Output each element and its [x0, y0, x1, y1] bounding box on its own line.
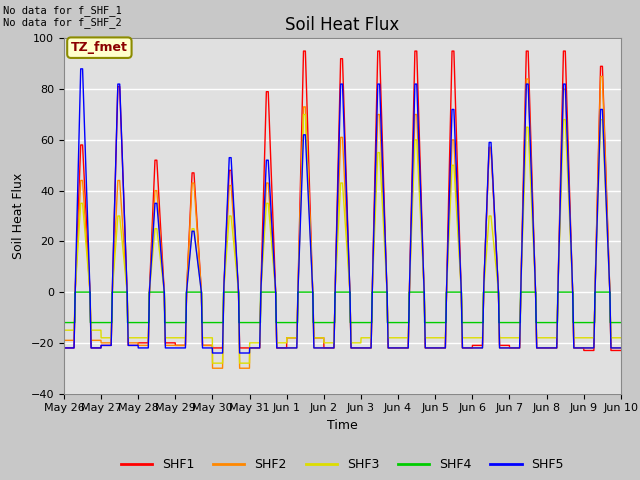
SHF4: [274, 320, 282, 325]
SHF4: [546, 320, 554, 325]
SHF1: [157, 223, 164, 229]
SHF1: [298, 129, 305, 134]
Legend: SHF1, SHF2, SHF3, SHF4, SHF5: SHF1, SHF2, SHF3, SHF4, SHF5: [116, 453, 569, 476]
SHF5: [606, 308, 614, 313]
Text: No data for f_SHF_1
No data for f_SHF_2: No data for f_SHF_1 No data for f_SHF_2: [3, 5, 122, 28]
SHF2: [596, 73, 604, 79]
SHF5: [209, 350, 216, 356]
SHF1: [617, 348, 625, 353]
SHF5: [157, 247, 164, 253]
SHF5: [77, 66, 84, 72]
SHF5: [274, 345, 282, 351]
SHF1: [546, 345, 554, 351]
SHF3: [60, 327, 68, 333]
SHF1: [274, 345, 282, 351]
SHF4: [606, 289, 614, 295]
SHF2: [124, 306, 131, 312]
SHF2: [546, 345, 554, 351]
Y-axis label: Soil Heat Flux: Soil Heat Flux: [12, 173, 25, 259]
SHF4: [124, 320, 132, 325]
SHF4: [617, 320, 625, 325]
SHF1: [300, 48, 307, 54]
Line: SHF4: SHF4: [64, 292, 621, 323]
SHF3: [298, 165, 306, 171]
SHF3: [606, 304, 614, 310]
SHF2: [60, 337, 68, 343]
SHF4: [71, 289, 79, 295]
Title: Soil Heat Flux: Soil Heat Flux: [285, 16, 399, 34]
Line: SHF2: SHF2: [64, 76, 621, 368]
SHF2: [606, 308, 614, 313]
SHF4: [60, 320, 68, 325]
SHF4: [157, 289, 164, 295]
X-axis label: Time: Time: [327, 419, 358, 432]
SHF1: [60, 345, 68, 351]
SHF1: [606, 309, 614, 314]
SHF4: [298, 289, 306, 295]
SHF5: [124, 316, 132, 322]
Text: TZ_fmet: TZ_fmet: [71, 41, 128, 54]
SHF5: [617, 345, 625, 351]
SHF3: [274, 340, 282, 346]
SHF2: [617, 345, 625, 351]
SHF5: [547, 345, 554, 351]
SHF3: [617, 335, 625, 341]
Line: SHF3: SHF3: [64, 115, 621, 363]
SHF3: [157, 257, 164, 263]
SHF3: [547, 335, 554, 341]
SHF1: [580, 348, 588, 353]
Line: SHF5: SHF5: [64, 69, 621, 353]
SHF3: [300, 112, 307, 118]
SHF5: [298, 174, 306, 180]
Line: SHF1: SHF1: [64, 51, 621, 350]
SHF3: [124, 304, 131, 310]
SHF5: [60, 345, 68, 351]
SHF2: [298, 159, 306, 165]
SHF2: [209, 365, 216, 371]
SHF3: [209, 360, 216, 366]
SHF2: [157, 239, 164, 244]
SHF1: [124, 307, 131, 313]
SHF2: [274, 345, 282, 351]
